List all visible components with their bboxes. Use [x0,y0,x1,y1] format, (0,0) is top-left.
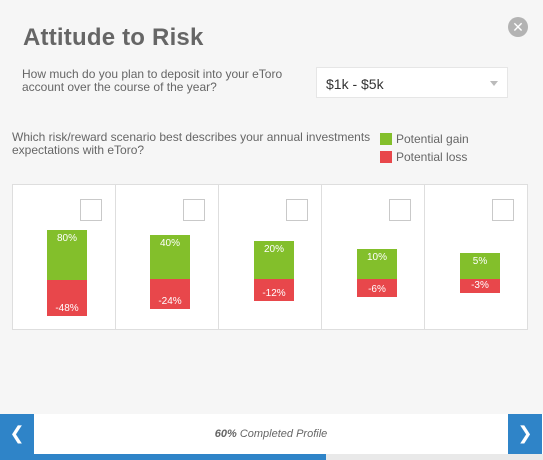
scenario-grid: 80% -48% 40% -24% 20% -12% 10% -6% 5% -3… [12,184,528,330]
loss-bar-2: -24% [150,279,190,309]
loss-bar-3: -12% [254,279,294,301]
progress-value: 60% [214,428,237,440]
prev-button[interactable]: ❮ [0,414,34,454]
gain-bar-5: 5% [460,253,500,279]
scenario-option-4[interactable]: 10% -6% [322,185,425,329]
scenario-option-1[interactable]: 80% -48% [13,185,116,329]
progress-bar-fill [0,454,326,460]
gain-bar-4: 10% [357,249,397,279]
scenario-option-5[interactable]: 5% -3% [425,185,528,329]
scenario-checkbox-4[interactable] [389,199,411,221]
gain-bar-1: 80% [47,230,87,280]
progress-label: 60% Completed Profile [34,428,508,440]
gain-bar-2: 40% [150,235,190,279]
loss-swatch [380,151,392,163]
scenario-checkbox-5[interactable] [492,199,514,221]
close-icon: ✕ [512,19,524,35]
gain-swatch [380,133,392,145]
loss-bar-5: -3% [460,279,500,293]
legend-loss-label: Potential loss [396,150,468,164]
page-title: Attitude to Risk [23,24,204,51]
close-button[interactable]: ✕ [508,17,528,37]
progress-label-text: Completed Profile [239,428,328,440]
scenario-option-3[interactable]: 20% -12% [219,185,322,329]
loss-bar-4: -6% [357,279,397,297]
gain-bar-3: 20% [254,241,294,279]
scenario-checkbox-3[interactable] [286,199,308,221]
legend-gain: Potential gain [380,130,469,148]
next-button[interactable]: ❯ [508,414,542,454]
chevron-left-icon: ❮ [9,423,25,443]
deposit-select[interactable]: $1k - $5k [316,67,508,98]
chevron-down-icon [490,81,498,86]
scenario-question: Which risk/reward scenario best describe… [12,130,371,157]
legend: Potential gain Potential loss [380,130,469,166]
deposit-select-value: $1k - $5k [326,76,384,92]
chevron-right-icon: ❯ [517,423,533,443]
deposit-question: How much do you plan to deposit into you… [22,67,283,94]
scenario-checkbox-2[interactable] [183,199,205,221]
legend-gain-label: Potential gain [396,132,469,146]
legend-loss: Potential loss [380,148,469,166]
progress-bar [0,454,543,460]
footer-bar: ❮ 60% Completed Profile ❯ [0,414,543,454]
scenario-option-2[interactable]: 40% -24% [116,185,219,329]
scenario-checkbox-1[interactable] [80,199,102,221]
loss-bar-1: -48% [47,280,87,316]
